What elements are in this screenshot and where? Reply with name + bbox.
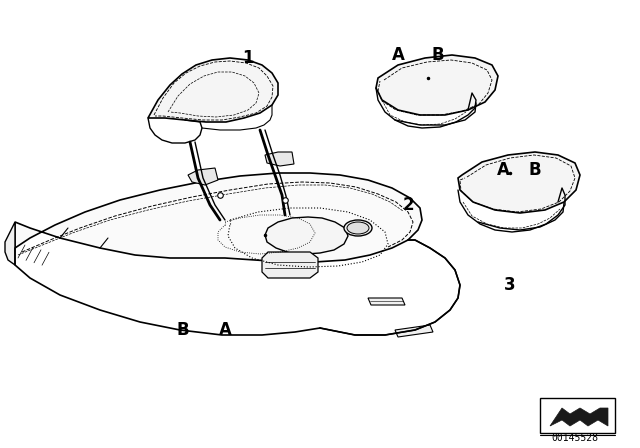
Text: 3: 3 bbox=[504, 276, 516, 294]
Polygon shape bbox=[5, 222, 15, 265]
Polygon shape bbox=[458, 152, 580, 213]
Polygon shape bbox=[550, 408, 608, 426]
Polygon shape bbox=[15, 173, 422, 262]
Text: A: A bbox=[497, 161, 509, 179]
Polygon shape bbox=[188, 168, 218, 185]
Polygon shape bbox=[395, 325, 433, 337]
Polygon shape bbox=[368, 298, 405, 305]
Text: 1: 1 bbox=[243, 49, 253, 67]
Polygon shape bbox=[376, 55, 498, 115]
Polygon shape bbox=[265, 152, 294, 166]
Ellipse shape bbox=[347, 222, 369, 234]
Text: A: A bbox=[392, 46, 404, 64]
Ellipse shape bbox=[344, 220, 372, 236]
Polygon shape bbox=[265, 217, 348, 254]
Text: 00145528: 00145528 bbox=[552, 433, 598, 443]
Text: B: B bbox=[432, 46, 444, 64]
Text: B: B bbox=[177, 321, 189, 339]
Polygon shape bbox=[262, 252, 318, 278]
Bar bbox=[540, 398, 615, 433]
Text: B: B bbox=[529, 161, 541, 179]
Text: A: A bbox=[219, 321, 232, 339]
Polygon shape bbox=[148, 58, 278, 122]
Text: 2: 2 bbox=[402, 196, 414, 214]
